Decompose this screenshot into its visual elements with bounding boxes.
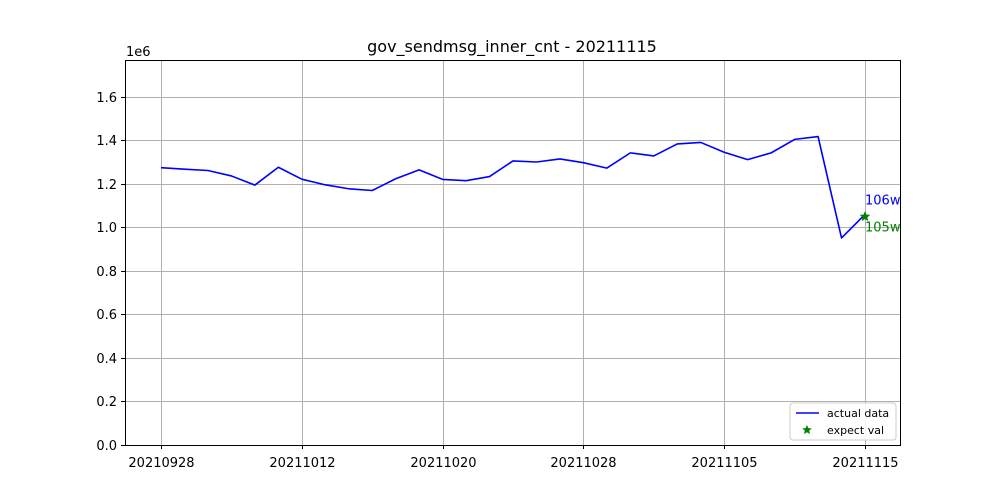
y-tick-label: 0.4 xyxy=(96,352,117,367)
legend-label-expect-val: expect val xyxy=(827,424,884,437)
y-tick-label: 0.2 xyxy=(96,395,117,410)
x-tick-label: 20211115 xyxy=(832,456,898,471)
y-tick-label: 1.6 xyxy=(96,91,117,106)
y-tick-label: 0.6 xyxy=(96,308,117,323)
x-tick-label: 20211020 xyxy=(410,456,476,471)
x-tick-label: 20211028 xyxy=(550,456,616,471)
y-tick-label: 1.4 xyxy=(96,134,117,149)
y-multiplier-label: 1e6 xyxy=(126,45,151,60)
legend: actual data expect val xyxy=(789,402,897,441)
x-tick-label: 20211012 xyxy=(269,456,335,471)
x-axis: 20210928 20211012 20211020 20211028 20211105… xyxy=(128,445,899,471)
x-tick-label: 20210928 xyxy=(128,456,194,471)
legend-label-actual-data: actual data xyxy=(827,407,889,420)
y-tick-label: 0.8 xyxy=(96,265,117,280)
annotation-label: 105w xyxy=(865,221,901,236)
series-layer xyxy=(160,135,871,239)
legend-swatch-expect-val xyxy=(802,424,812,435)
chart-title: gov_sendmsg_inner_cnt - 20211115 xyxy=(367,37,657,57)
grid-lines xyxy=(125,60,900,446)
y-tick-label: 1.0 xyxy=(96,221,117,236)
x-tick-label: 20211105 xyxy=(691,456,757,471)
expect-val-marker xyxy=(859,210,871,222)
y-axis: 0.0 0.2 0.4 0.6 0.8 1.0 1.2 1.4 1.6 xyxy=(96,91,125,454)
plot-area-frame xyxy=(125,60,901,446)
actual-data-line xyxy=(160,135,866,239)
y-tick-label: 1.2 xyxy=(96,178,117,193)
y-tick-label: 0.0 xyxy=(96,439,117,454)
annotation-label: 106w xyxy=(865,193,901,208)
annotations: 106w 105w xyxy=(865,193,901,235)
